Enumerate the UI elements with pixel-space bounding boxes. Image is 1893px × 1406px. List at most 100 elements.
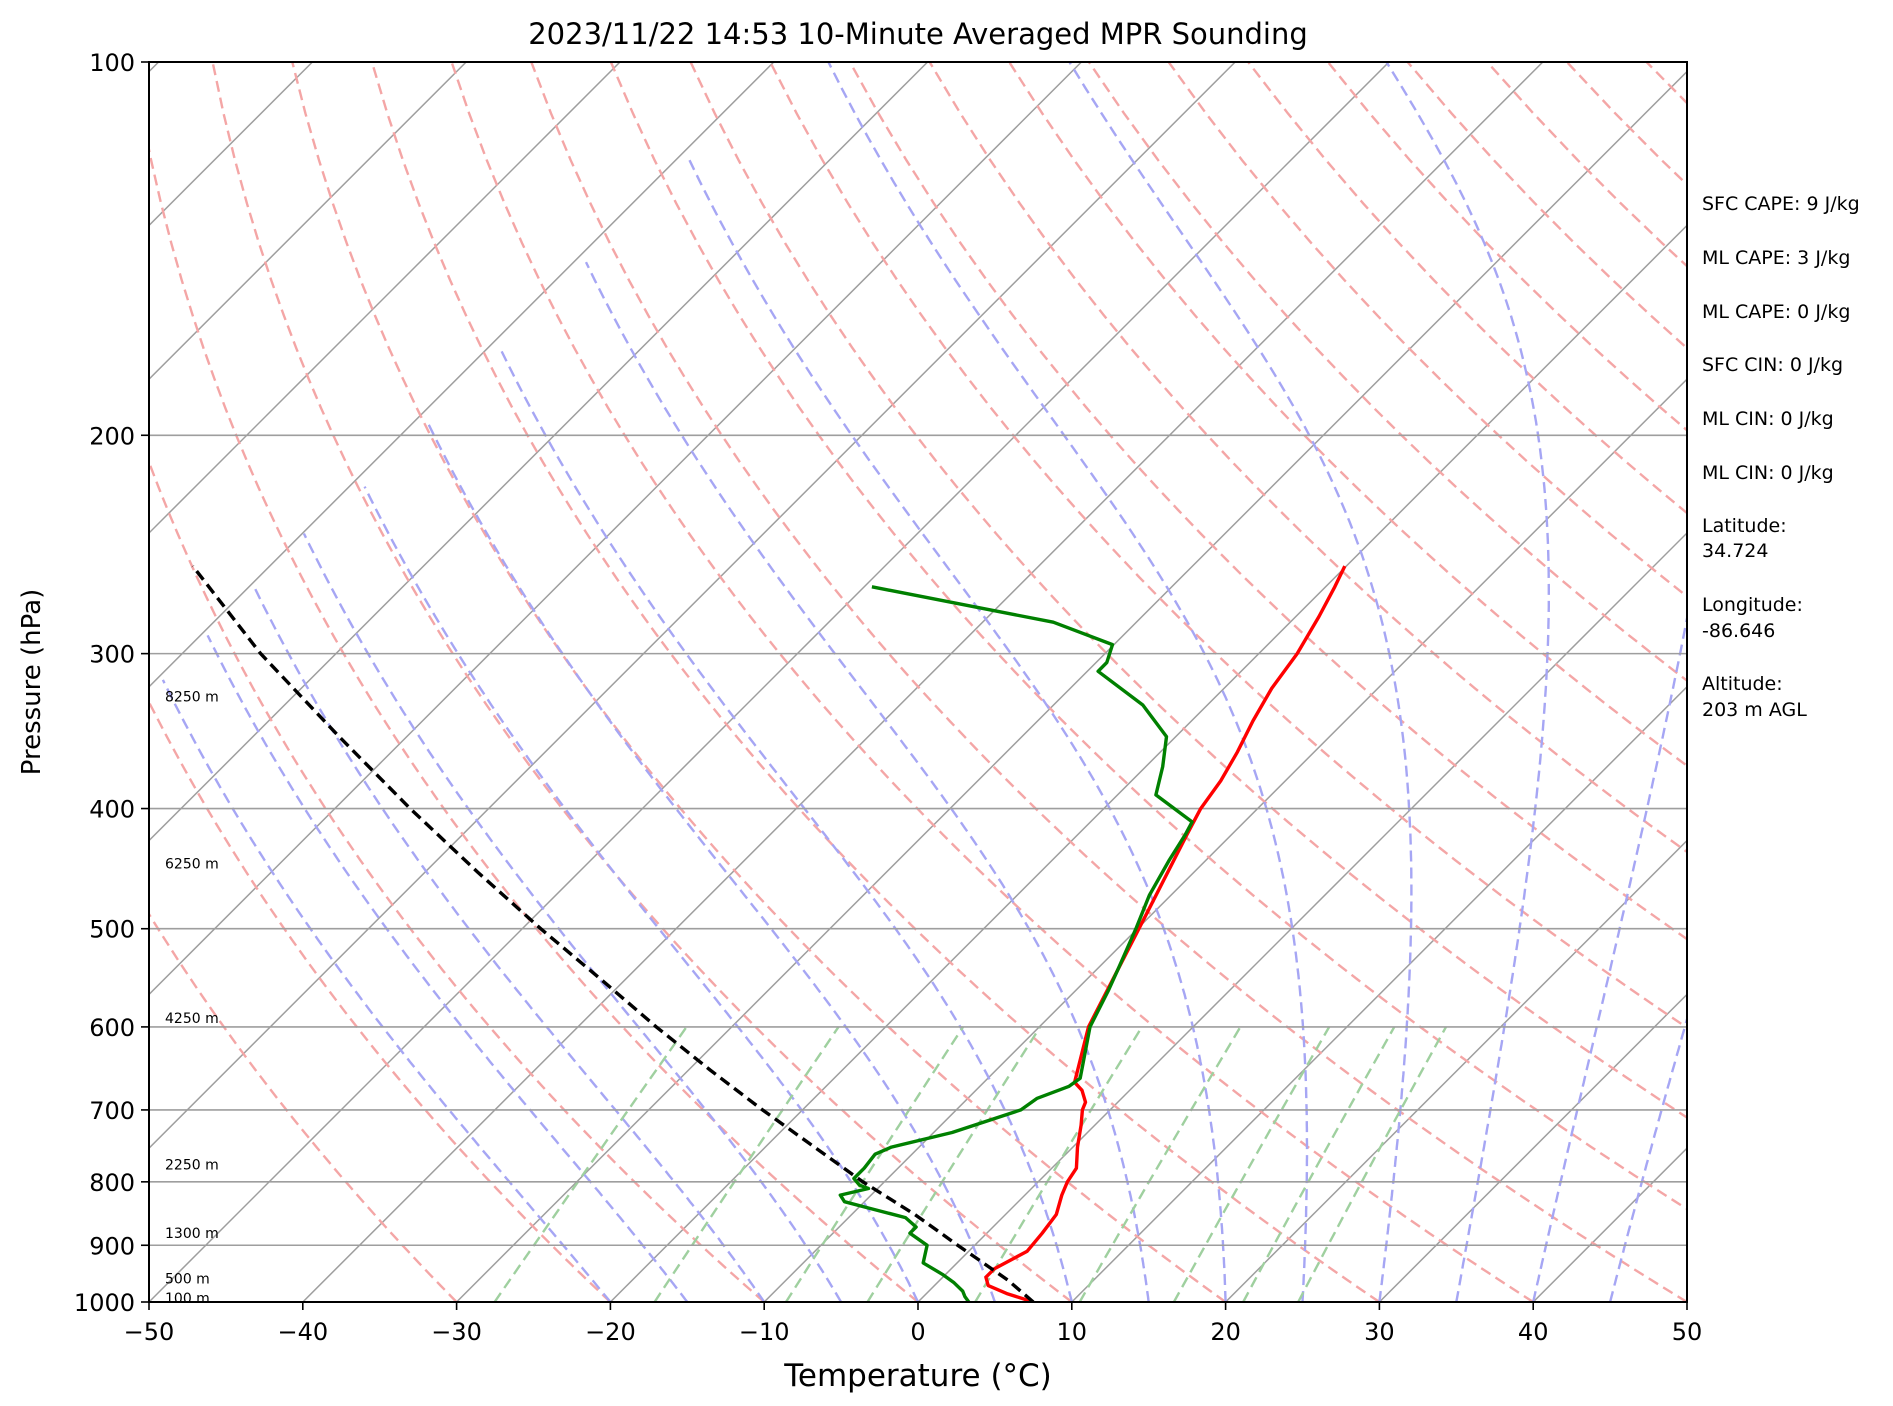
y-tick-label: 1000 <box>74 1289 135 1317</box>
x-tick-label: 50 <box>1672 1318 1703 1346</box>
latitude-value: 34.724 <box>1702 540 1768 562</box>
dry-adiabat-line <box>530 62 1687 1302</box>
height-label: 500 m <box>165 1271 210 1287</box>
height-label: 4250 m <box>165 1011 219 1027</box>
mixing-ratio-line <box>974 1026 1143 1302</box>
dry-adiabat-line <box>609 62 1687 1211</box>
moist-adiabat-line <box>1385 62 1550 1302</box>
moist-adiabat-line <box>206 634 689 1302</box>
isotherm-grid <box>0 62 1687 1302</box>
sounding-info-panel: SFC CAPE: 9 J/kg ML CAPE: 3 J/kg ML CAPE… <box>1702 193 1860 721</box>
x-axis-ticks: −50 −40 −30 −20 −10 0 10 20 30 40 50 <box>124 1302 1703 1346</box>
isotherm-line <box>917 531 1687 1302</box>
y-axis-label: Pressure (hPa) <box>17 589 47 776</box>
height-label: 2250 m <box>165 1158 219 1174</box>
y-tick-label: 600 <box>89 1014 135 1042</box>
parcel-profile-line <box>191 565 1035 1302</box>
isotherm-line <box>302 62 1544 1302</box>
x-tick-label: 10 <box>1057 1318 1088 1346</box>
x-tick-label: 0 <box>910 1318 925 1346</box>
y-tick-label: 200 <box>89 422 135 450</box>
moist-adiabat-line <box>426 421 997 1302</box>
sfc-cape-text: SFC CAPE: 9 J/kg <box>1702 193 1860 215</box>
moist-adiabat-line <box>253 586 766 1302</box>
longitude-label: Longitude: <box>1702 594 1803 616</box>
x-tick-label: −30 <box>431 1318 482 1346</box>
isotherm-line <box>0 62 5 1302</box>
altitude-label: Altitude: <box>1702 673 1783 695</box>
dry-adiabat-line <box>848 62 1687 941</box>
dry-adiabat-line <box>1167 62 1687 599</box>
temperature-profile-line <box>984 565 1347 1302</box>
ml-cin-text: ML CIN: 0 J/kg <box>1702 408 1834 430</box>
isobar-grid <box>149 434 1687 1247</box>
chart-title: 2023/11/22 14:53 10-Minute Averaged MPR … <box>528 17 1308 51</box>
y-tick-label: 400 <box>89 796 135 824</box>
moist-adiabat-line <box>161 679 612 1302</box>
mixing-ratio-line <box>493 1026 688 1302</box>
isotherm-line <box>149 62 467 381</box>
isotherm-line <box>1378 993 1687 1302</box>
isotherm-line <box>149 62 775 688</box>
latitude-label: Latitude: <box>1702 515 1787 537</box>
dry-adiabat-line <box>149 458 765 1302</box>
moist-adiabat-line <box>1068 62 1413 1302</box>
moist-adiabat-line <box>1608 1014 1687 1302</box>
dewpoint-profile-line <box>838 585 1194 1302</box>
dry-adiabat-line <box>769 62 1687 1030</box>
sfc-cin-text: SFC CIN: 0 J/kg <box>1702 354 1843 376</box>
moist-adiabat-grid <box>161 62 1687 1302</box>
isotherm-line <box>763 378 1687 1302</box>
mixing-ratio-line <box>653 1026 840 1302</box>
isotherm-line <box>149 62 621 535</box>
isotherm-line <box>149 62 1236 1150</box>
isotherm-line <box>149 62 929 842</box>
isotherm-line <box>1225 839 1687 1302</box>
x-tick-label: −40 <box>277 1318 328 1346</box>
isotherm-line <box>609 224 1687 1302</box>
x-tick-label: −50 <box>124 1318 175 1346</box>
y-tick-label: 800 <box>89 1169 135 1197</box>
moist-adiabat-line <box>827 62 1309 1302</box>
ml-cape-text-2: ML CAPE: 0 J/kg <box>1702 301 1850 323</box>
y-axis-ticks: 100 200 300 400 500 600 700 800 900 1000 <box>74 49 149 1317</box>
moist-adiabat-line <box>363 486 920 1302</box>
moist-adiabat-line <box>302 532 843 1302</box>
y-tick-label: 100 <box>89 49 135 77</box>
height-label: 1300 m <box>165 1226 219 1242</box>
height-label: 100 m <box>165 1291 210 1307</box>
isotherm-line <box>456 70 1687 1302</box>
x-tick-label: 30 <box>1364 1318 1395 1346</box>
moist-adiabat-line <box>1532 612 1687 1302</box>
x-tick-label: 40 <box>1518 1318 1549 1346</box>
longitude-value: -86.646 <box>1702 620 1775 642</box>
mixing-ratio-line <box>866 1026 1042 1302</box>
height-label: 6250 m <box>165 857 219 873</box>
dry-adiabat-line <box>149 143 919 1302</box>
moist-adiabat-line <box>498 347 1073 1302</box>
y-tick-label: 900 <box>89 1232 135 1260</box>
dry-adiabat-grid <box>149 62 1687 1302</box>
x-tick-label: −10 <box>739 1318 790 1346</box>
ml-cin-text-2: ML CIN: 0 J/kg <box>1702 462 1834 484</box>
mixing-ratio-line <box>1297 1026 1448 1302</box>
dry-adiabat-line <box>291 62 1227 1302</box>
ml-cape-text: ML CAPE: 3 J/kg <box>1702 247 1850 269</box>
altitude-value: 203 m AGL <box>1702 699 1807 721</box>
x-tick-label: 20 <box>1210 1318 1241 1346</box>
isotherm-line <box>1071 685 1687 1302</box>
y-tick-label: 700 <box>89 1097 135 1125</box>
x-tick-label: −20 <box>585 1318 636 1346</box>
series-layer <box>191 565 1347 1302</box>
height-label: 8250 m <box>165 690 219 706</box>
dry-adiabat-line <box>689 62 1687 1119</box>
dry-adiabat-line <box>1008 62 1687 768</box>
moist-adiabat-line <box>688 159 1227 1302</box>
dry-adiabat-line <box>149 911 458 1302</box>
y-tick-label: 500 <box>89 916 135 944</box>
x-axis-label: Temperature (°C) <box>783 1358 1052 1394</box>
height-labels: 100 m 500 m 1300 m 2250 m 4250 m 6250 m 8250 m <box>165 690 219 1307</box>
dry-adiabat-line <box>211 62 1073 1302</box>
plot-frame <box>148 61 1688 1303</box>
